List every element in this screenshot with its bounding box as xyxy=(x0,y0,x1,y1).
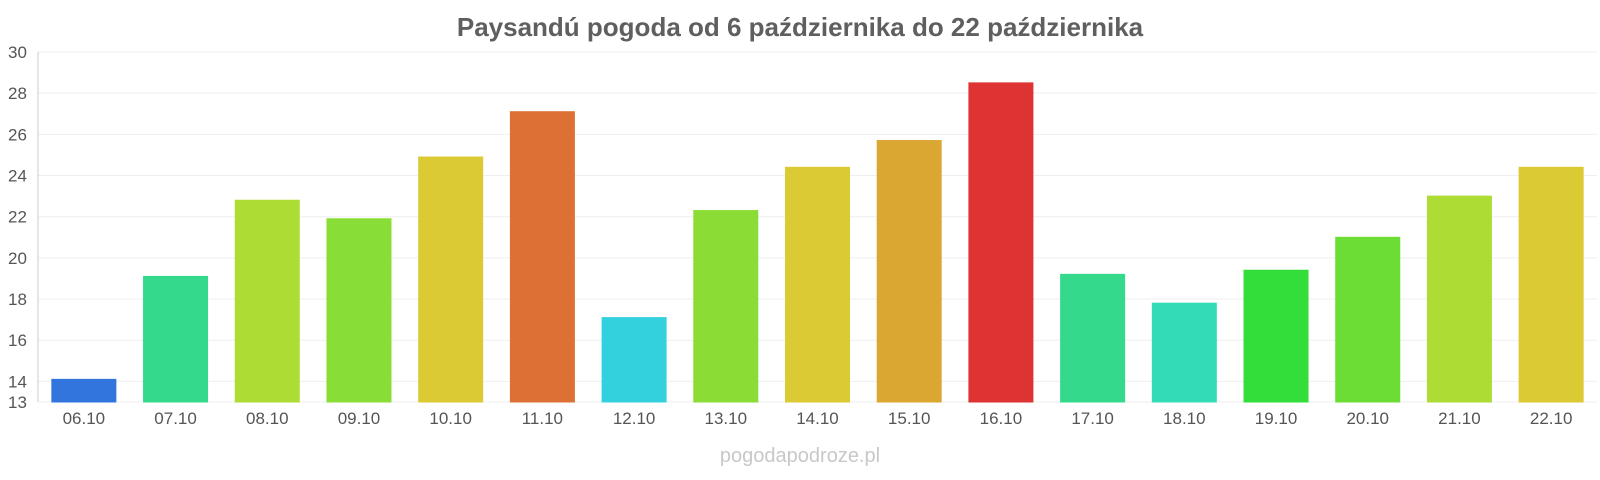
x-tick-label: 08.10 xyxy=(246,409,289,428)
x-tick-label: 18.10 xyxy=(1163,409,1206,428)
x-tick-label: 16.10 xyxy=(980,409,1023,428)
y-tick-label: 30 xyxy=(8,43,27,62)
y-tick-label: 26 xyxy=(8,125,27,144)
x-tick-label: 21.10 xyxy=(1438,409,1481,428)
x-axis-ticks: 06.10 07.10 08.10 09.10 10.10 11.10 12.10 13.10… xyxy=(63,409,1573,428)
watermark: pogodapodroze.pl xyxy=(720,445,880,467)
x-tick-label: 15.10 xyxy=(888,409,931,428)
bar xyxy=(234,199,300,403)
bar xyxy=(326,218,392,403)
y-tick-label: 14 xyxy=(8,372,27,391)
x-tick-label: 12.10 xyxy=(613,409,656,428)
y-axis-ticks: 13 14 16 18 20 22 24 26 28 30 xyxy=(8,43,27,412)
x-tick-label: 17.10 xyxy=(1071,409,1114,428)
y-tick-label: 13 xyxy=(8,393,27,412)
x-tick-label: 06.10 xyxy=(63,409,106,428)
y-tick-label: 28 xyxy=(8,84,27,103)
bar xyxy=(601,317,667,403)
bar xyxy=(785,166,850,403)
y-tick-label: 16 xyxy=(8,331,27,350)
x-tick-label: 09.10 xyxy=(338,409,381,428)
x-tick-label: 20.10 xyxy=(1346,409,1389,428)
bar xyxy=(693,210,759,403)
y-tick-label: 24 xyxy=(8,167,27,186)
bar xyxy=(418,156,484,403)
bars xyxy=(51,82,1584,403)
x-tick-label: 14.10 xyxy=(796,409,839,428)
bar xyxy=(876,140,942,403)
bar xyxy=(51,378,117,403)
bar xyxy=(1243,269,1309,403)
bar xyxy=(509,111,575,403)
x-tick-label: 07.10 xyxy=(154,409,197,428)
x-tick-label: 11.10 xyxy=(522,409,563,428)
bar xyxy=(1151,302,1217,403)
x-tick-label: 22.10 xyxy=(1530,409,1573,428)
y-tick-label: 22 xyxy=(8,208,27,227)
bar xyxy=(968,82,1034,403)
x-tick-label: 10.10 xyxy=(429,409,472,428)
bar xyxy=(1426,195,1492,403)
x-tick-label: 13.10 xyxy=(705,409,748,428)
bar xyxy=(143,275,209,403)
bar xyxy=(1060,273,1126,403)
y-tick-label: 18 xyxy=(8,290,27,309)
chart-title: Paysandú pogoda od 6 października do 22 … xyxy=(457,12,1144,42)
y-tick-label: 20 xyxy=(8,249,27,268)
bar xyxy=(1518,166,1584,403)
x-tick-label: 19.10 xyxy=(1255,409,1298,428)
bar xyxy=(1335,236,1401,403)
